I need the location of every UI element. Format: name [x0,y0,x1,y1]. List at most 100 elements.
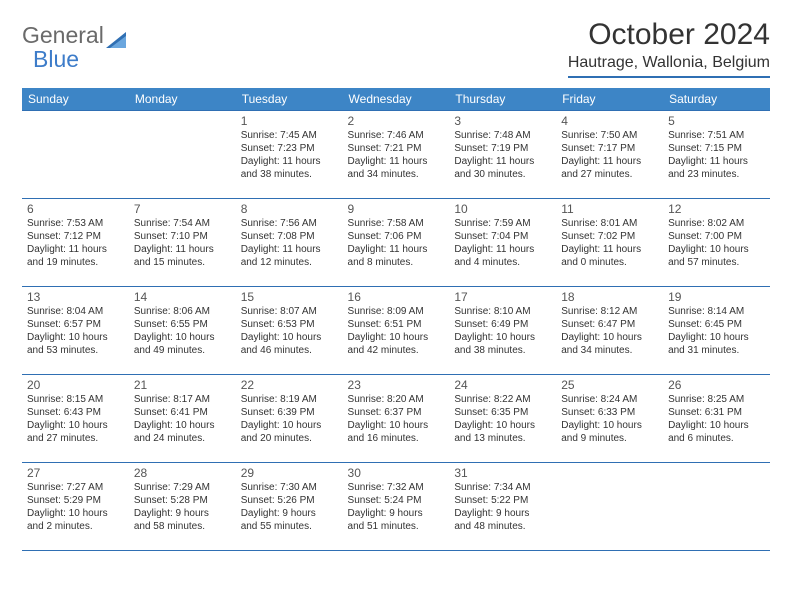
day-number: 25 [561,378,658,392]
calendar-cell: 20Sunrise: 8:15 AMSunset: 6:43 PMDayligh… [22,375,129,463]
day-details: Sunrise: 8:25 AMSunset: 6:31 PMDaylight:… [668,393,765,445]
day-details: Sunrise: 7:50 AMSunset: 7:17 PMDaylight:… [561,129,658,181]
weekday-header: Saturday [663,88,770,111]
day-details: Sunrise: 7:32 AMSunset: 5:24 PMDaylight:… [348,481,445,533]
calendar-cell: 5Sunrise: 7:51 AMSunset: 7:15 PMDaylight… [663,111,770,199]
day-number: 24 [454,378,551,392]
calendar-cell: 27Sunrise: 7:27 AMSunset: 5:29 PMDayligh… [22,463,129,551]
calendar-cell: 4Sunrise: 7:50 AMSunset: 7:17 PMDaylight… [556,111,663,199]
weekday-header: Sunday [22,88,129,111]
calendar-cell: 2Sunrise: 7:46 AMSunset: 7:21 PMDaylight… [343,111,450,199]
day-details: Sunrise: 8:12 AMSunset: 6:47 PMDaylight:… [561,305,658,357]
day-number: 26 [668,378,765,392]
calendar-cell: 24Sunrise: 8:22 AMSunset: 6:35 PMDayligh… [449,375,556,463]
day-number: 4 [561,114,658,128]
day-details: Sunrise: 8:04 AMSunset: 6:57 PMDaylight:… [27,305,124,357]
calendar-cell: 28Sunrise: 7:29 AMSunset: 5:28 PMDayligh… [129,463,236,551]
day-number: 22 [241,378,338,392]
day-details: Sunrise: 8:10 AMSunset: 6:49 PMDaylight:… [454,305,551,357]
day-number: 2 [348,114,445,128]
calendar-cell: 9Sunrise: 7:58 AMSunset: 7:06 PMDaylight… [343,199,450,287]
day-number: 5 [668,114,765,128]
day-details: Sunrise: 7:29 AMSunset: 5:28 PMDaylight:… [134,481,231,533]
day-details: Sunrise: 8:14 AMSunset: 6:45 PMDaylight:… [668,305,765,357]
calendar-cell: 19Sunrise: 8:14 AMSunset: 6:45 PMDayligh… [663,287,770,375]
day-details: Sunrise: 8:24 AMSunset: 6:33 PMDaylight:… [561,393,658,445]
month-title: October 2024 [568,18,770,52]
calendar-cell: 29Sunrise: 7:30 AMSunset: 5:26 PMDayligh… [236,463,343,551]
calendar-cell: 15Sunrise: 8:07 AMSunset: 6:53 PMDayligh… [236,287,343,375]
day-number: 16 [348,290,445,304]
day-details: Sunrise: 8:17 AMSunset: 6:41 PMDaylight:… [134,393,231,445]
day-number: 14 [134,290,231,304]
day-details: Sunrise: 7:48 AMSunset: 7:19 PMDaylight:… [454,129,551,181]
day-details: Sunrise: 7:59 AMSunset: 7:04 PMDaylight:… [454,217,551,269]
weekday-header: Wednesday [343,88,450,111]
calendar-cell [663,463,770,551]
day-number: 21 [134,378,231,392]
day-number: 27 [27,466,124,480]
calendar-cell: 13Sunrise: 8:04 AMSunset: 6:57 PMDayligh… [22,287,129,375]
day-details: Sunrise: 7:51 AMSunset: 7:15 PMDaylight:… [668,129,765,181]
day-number: 23 [348,378,445,392]
day-number: 29 [241,466,338,480]
day-number: 31 [454,466,551,480]
calendar-cell: 16Sunrise: 8:09 AMSunset: 6:51 PMDayligh… [343,287,450,375]
day-details: Sunrise: 7:27 AMSunset: 5:29 PMDaylight:… [27,481,124,533]
day-number: 10 [454,202,551,216]
calendar-cell: 10Sunrise: 7:59 AMSunset: 7:04 PMDayligh… [449,199,556,287]
day-details: Sunrise: 8:15 AMSunset: 6:43 PMDaylight:… [27,393,124,445]
day-number: 1 [241,114,338,128]
calendar-cell [22,111,129,199]
weekday-header: Friday [556,88,663,111]
logo-triangle-icon [106,27,128,45]
calendar-cell: 12Sunrise: 8:02 AMSunset: 7:00 PMDayligh… [663,199,770,287]
day-number: 6 [27,202,124,216]
day-number: 7 [134,202,231,216]
header: General October 2024 Hautrage, Wallonia,… [22,18,770,78]
day-number: 11 [561,202,658,216]
location-text: Hautrage, Wallonia, Belgium [568,54,770,78]
calendar-table: SundayMondayTuesdayWednesdayThursdayFrid… [22,88,770,551]
calendar-cell: 26Sunrise: 8:25 AMSunset: 6:31 PMDayligh… [663,375,770,463]
calendar-cell: 22Sunrise: 8:19 AMSunset: 6:39 PMDayligh… [236,375,343,463]
calendar-cell: 7Sunrise: 7:54 AMSunset: 7:10 PMDaylight… [129,199,236,287]
calendar-cell: 3Sunrise: 7:48 AMSunset: 7:19 PMDaylight… [449,111,556,199]
calendar-cell: 18Sunrise: 8:12 AMSunset: 6:47 PMDayligh… [556,287,663,375]
calendar-cell: 23Sunrise: 8:20 AMSunset: 6:37 PMDayligh… [343,375,450,463]
calendar-cell: 8Sunrise: 7:56 AMSunset: 7:08 PMDaylight… [236,199,343,287]
day-details: Sunrise: 8:01 AMSunset: 7:02 PMDaylight:… [561,217,658,269]
day-number: 15 [241,290,338,304]
weekday-header: Monday [129,88,236,111]
day-details: Sunrise: 8:02 AMSunset: 7:00 PMDaylight:… [668,217,765,269]
day-details: Sunrise: 8:06 AMSunset: 6:55 PMDaylight:… [134,305,231,357]
calendar-cell: 1Sunrise: 7:45 AMSunset: 7:23 PMDaylight… [236,111,343,199]
calendar-cell: 6Sunrise: 7:53 AMSunset: 7:12 PMDaylight… [22,199,129,287]
calendar-cell: 30Sunrise: 7:32 AMSunset: 5:24 PMDayligh… [343,463,450,551]
calendar-cell: 31Sunrise: 7:34 AMSunset: 5:22 PMDayligh… [449,463,556,551]
day-details: Sunrise: 8:22 AMSunset: 6:35 PMDaylight:… [454,393,551,445]
day-number: 18 [561,290,658,304]
day-number: 13 [27,290,124,304]
calendar-cell: 11Sunrise: 8:01 AMSunset: 7:02 PMDayligh… [556,199,663,287]
day-details: Sunrise: 8:19 AMSunset: 6:39 PMDaylight:… [241,393,338,445]
day-number: 20 [27,378,124,392]
day-number: 19 [668,290,765,304]
day-number: 28 [134,466,231,480]
logo-text-general: General [22,22,104,49]
day-details: Sunrise: 8:09 AMSunset: 6:51 PMDaylight:… [348,305,445,357]
day-details: Sunrise: 7:46 AMSunset: 7:21 PMDaylight:… [348,129,445,181]
day-details: Sunrise: 7:45 AMSunset: 7:23 PMDaylight:… [241,129,338,181]
logo-text-blue: Blue [33,46,79,72]
day-details: Sunrise: 8:20 AMSunset: 6:37 PMDaylight:… [348,393,445,445]
calendar-cell [556,463,663,551]
day-number: 3 [454,114,551,128]
day-number: 17 [454,290,551,304]
day-number: 8 [241,202,338,216]
day-details: Sunrise: 7:58 AMSunset: 7:06 PMDaylight:… [348,217,445,269]
day-details: Sunrise: 7:34 AMSunset: 5:22 PMDaylight:… [454,481,551,533]
day-details: Sunrise: 7:56 AMSunset: 7:08 PMDaylight:… [241,217,338,269]
calendar-cell [129,111,236,199]
day-details: Sunrise: 8:07 AMSunset: 6:53 PMDaylight:… [241,305,338,357]
calendar-cell: 17Sunrise: 8:10 AMSunset: 6:49 PMDayligh… [449,287,556,375]
